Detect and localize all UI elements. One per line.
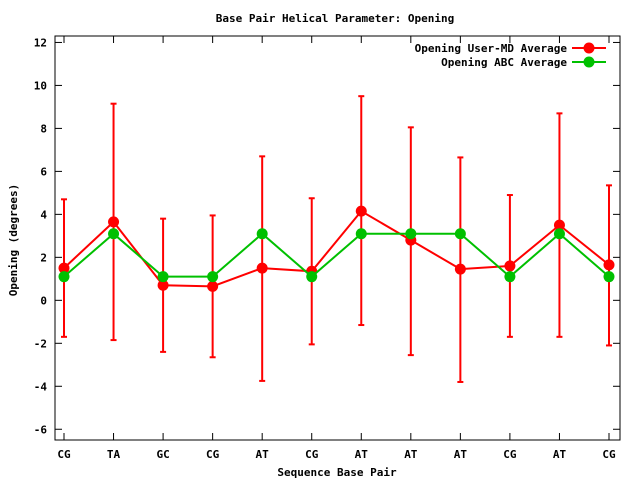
x-axis-ticks: CG TA GC CG AT CG AT AT AT CG AT CG — [57, 36, 616, 461]
x-tick-label: CG — [57, 448, 71, 461]
data-point — [207, 280, 219, 292]
x-tick-label: CG — [602, 448, 616, 461]
series-1 — [58, 95, 615, 383]
y-tick-label: 10 — [34, 79, 47, 92]
data-point — [58, 271, 70, 283]
legend-label: Opening User-MD Average — [415, 42, 568, 55]
data-point — [306, 271, 318, 283]
data-point — [504, 260, 516, 272]
data-point — [553, 219, 565, 231]
y-tick-label: -2 — [34, 337, 47, 350]
series-2 — [58, 228, 615, 283]
x-tick-label: AT — [454, 448, 468, 461]
data-point — [454, 263, 466, 275]
y-tick-label: 4 — [40, 208, 47, 221]
data-point — [108, 228, 120, 240]
data-point — [157, 279, 169, 291]
data-point — [355, 228, 367, 240]
data-point — [504, 271, 516, 283]
data-point — [58, 262, 70, 274]
y-axis-label: Opening (degrees) — [7, 184, 20, 297]
y-tick-label: 8 — [40, 122, 47, 135]
legend-marker — [583, 56, 595, 68]
chart-title: Base Pair Helical Parameter: Opening — [216, 12, 454, 25]
x-tick-label: AT — [256, 448, 270, 461]
data-point — [256, 262, 268, 274]
x-tick-label: AT — [355, 448, 369, 461]
x-tick-label: AT — [404, 448, 418, 461]
x-tick-label: CG — [503, 448, 517, 461]
x-tick-label: GC — [156, 448, 169, 461]
y-tick-label: -6 — [34, 423, 48, 436]
series-line — [63, 209, 610, 288]
y-tick-label: 2 — [40, 251, 47, 264]
legend-label: Opening ABC Average — [441, 56, 567, 69]
x-tick-label: CG — [206, 448, 220, 461]
data-point — [355, 205, 367, 217]
data-point — [603, 271, 615, 283]
legend-marker — [583, 42, 595, 54]
data-point — [108, 216, 120, 228]
y-tick-label: -4 — [34, 380, 48, 393]
data-point — [603, 259, 615, 271]
data-point — [405, 228, 417, 240]
y-tick-label: 6 — [40, 165, 47, 178]
x-tick-label: AT — [553, 448, 567, 461]
x-axis-label: Sequence Base Pair — [277, 466, 397, 479]
y-tick-label: 12 — [34, 36, 47, 49]
series-line — [63, 232, 610, 279]
data-point — [553, 228, 565, 240]
x-tick-label: TA — [107, 448, 121, 461]
data-point — [207, 271, 219, 283]
y-axis-ticks: -6 -4 -2 0 2 4 6 8 10 12 — [34, 36, 620, 436]
x-tick-label: CG — [305, 448, 319, 461]
data-point — [454, 228, 466, 240]
series-layer — [58, 95, 615, 383]
data-point — [256, 228, 268, 240]
plot-frame — [54, 35, 621, 441]
data-point — [157, 271, 169, 283]
y-tick-label: 0 — [40, 294, 47, 307]
